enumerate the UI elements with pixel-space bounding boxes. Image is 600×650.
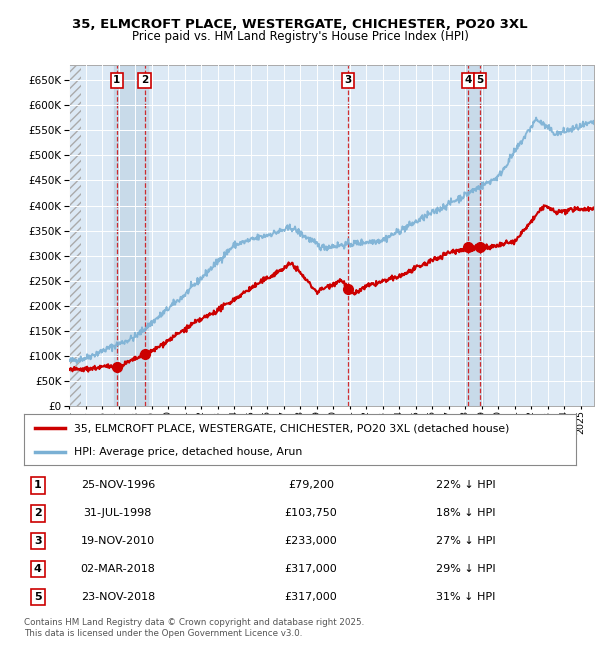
Bar (114, 65, 148, 406)
Text: £317,000: £317,000 (284, 564, 337, 575)
Text: 02-MAR-2018: 02-MAR-2018 (80, 564, 155, 575)
Text: 1: 1 (113, 75, 121, 85)
Text: 4: 4 (464, 75, 472, 85)
Text: 27% ↓ HPI: 27% ↓ HPI (436, 536, 496, 547)
Text: 3: 3 (34, 536, 41, 547)
Bar (69, 65, 80, 406)
Text: 29% ↓ HPI: 29% ↓ HPI (436, 564, 496, 575)
Bar (465, 65, 483, 406)
Text: 5: 5 (476, 75, 484, 85)
Text: 25-NOV-1996: 25-NOV-1996 (81, 480, 155, 491)
Text: 31-JUL-1998: 31-JUL-1998 (83, 508, 152, 519)
Text: 31% ↓ HPI: 31% ↓ HPI (436, 592, 495, 603)
Text: Price paid vs. HM Land Registry's House Price Index (HPI): Price paid vs. HM Land Registry's House … (131, 30, 469, 43)
Text: Contains HM Land Registry data © Crown copyright and database right 2025.: Contains HM Land Registry data © Crown c… (24, 618, 364, 627)
Text: 19-NOV-2010: 19-NOV-2010 (81, 536, 155, 547)
Text: This data is licensed under the Open Government Licence v3.0.: This data is licensed under the Open Gov… (24, 629, 302, 638)
Text: 18% ↓ HPI: 18% ↓ HPI (436, 508, 496, 519)
Text: HPI: Average price, detached house, Arun: HPI: Average price, detached house, Arun (74, 447, 302, 457)
Text: 2: 2 (34, 508, 41, 519)
Text: 23-NOV-2018: 23-NOV-2018 (81, 592, 155, 603)
Text: £79,200: £79,200 (288, 480, 334, 491)
Text: £233,000: £233,000 (284, 536, 337, 547)
Text: 3: 3 (344, 75, 352, 85)
Text: £317,000: £317,000 (284, 592, 337, 603)
Text: 5: 5 (34, 592, 41, 603)
Text: 1: 1 (34, 480, 41, 491)
Text: 35, ELMCROFT PLACE, WESTERGATE, CHICHESTER, PO20 3XL: 35, ELMCROFT PLACE, WESTERGATE, CHICHEST… (72, 18, 528, 31)
Bar (69, 65, 80, 406)
Text: 4: 4 (34, 564, 42, 575)
Text: 35, ELMCROFT PLACE, WESTERGATE, CHICHESTER, PO20 3XL (detached house): 35, ELMCROFT PLACE, WESTERGATE, CHICHEST… (74, 423, 509, 434)
Text: 2: 2 (141, 75, 148, 85)
Text: £103,750: £103,750 (284, 508, 337, 519)
Text: 22% ↓ HPI: 22% ↓ HPI (436, 480, 496, 491)
